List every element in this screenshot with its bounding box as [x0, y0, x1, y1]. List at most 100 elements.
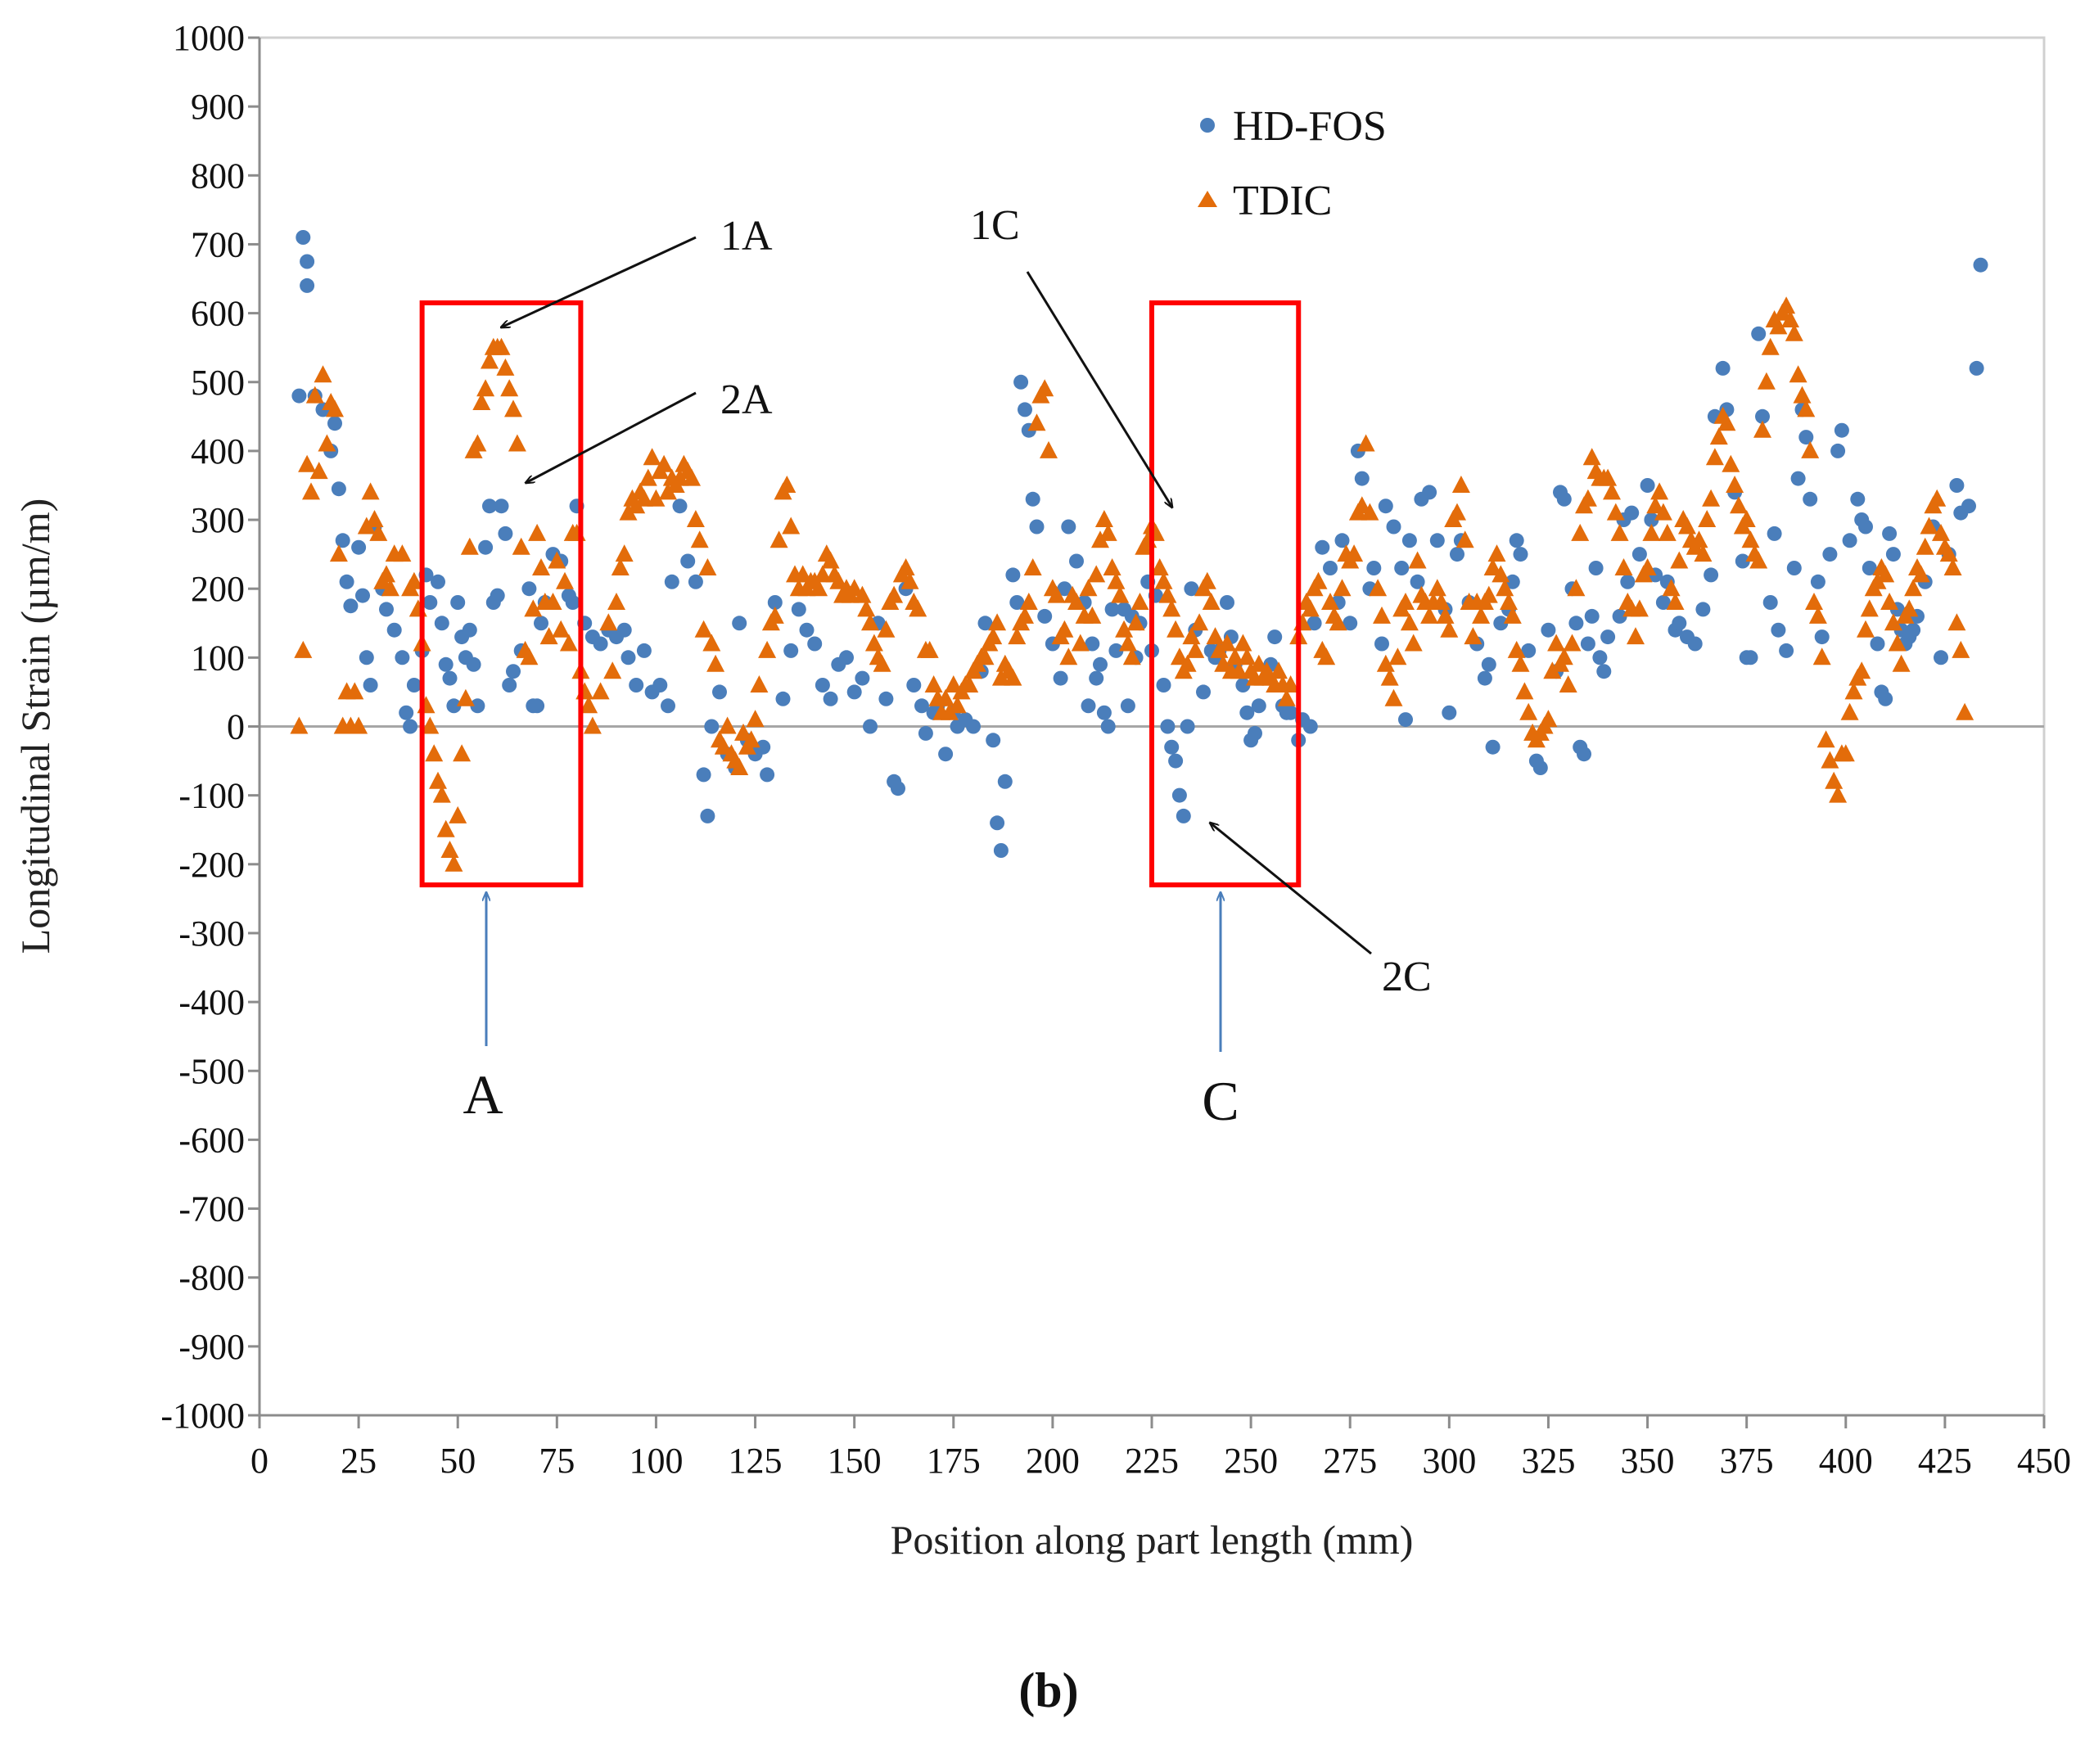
hd-fos-point — [732, 616, 747, 631]
tdic-point — [1436, 606, 1455, 624]
tdic-point — [1658, 523, 1677, 541]
tdic-point — [885, 585, 904, 603]
tdic-point — [1793, 386, 1812, 404]
hd-fos-point — [914, 698, 929, 714]
tdic-point — [1079, 579, 1098, 597]
hd-fos-point — [1108, 643, 1124, 658]
hd-fos-point — [300, 277, 315, 293]
hd-fos-point — [379, 602, 394, 617]
annotation-2c: 2C — [1382, 954, 1432, 1000]
hd-fos-point — [672, 499, 688, 514]
hd-fos-point — [621, 650, 636, 665]
hd-fos-point — [807, 636, 823, 652]
x-tick-label: 250 — [1224, 1441, 1278, 1481]
hd-fos-point — [696, 767, 711, 783]
x-tick-label: 425 — [1918, 1441, 1972, 1481]
tdic-point — [1027, 413, 1046, 431]
tdic-point — [611, 558, 630, 575]
tdic-point — [429, 771, 447, 789]
tdic-point — [1801, 440, 1820, 458]
hd-fos-point — [1315, 539, 1330, 555]
tdic-point — [1511, 654, 1530, 672]
tdic-point — [1270, 661, 1288, 679]
tdic-point — [1777, 296, 1796, 314]
hd-fos-point — [1513, 547, 1528, 562]
hd-fos-point — [450, 595, 466, 610]
hd-fos-point — [1588, 561, 1604, 575]
hd-fos-point — [462, 622, 477, 638]
tdic-point — [1749, 551, 1768, 569]
hd-fos-point — [446, 698, 462, 714]
hd-fos-point — [791, 602, 806, 617]
x-tick-label: 300 — [1422, 1441, 1476, 1481]
tdic-point — [1238, 647, 1257, 665]
tdic-point — [1451, 476, 1470, 493]
hd-fos-point — [1235, 678, 1251, 693]
tdic-point — [1487, 544, 1506, 562]
annotation-c: C — [1202, 1070, 1239, 1132]
tdic-point — [1036, 379, 1054, 397]
tdic-point — [1722, 454, 1740, 472]
hd-fos-point — [403, 719, 418, 734]
tdic-point — [778, 476, 797, 493]
y-tick-label: -400 — [178, 982, 245, 1022]
tdic-point — [936, 688, 955, 706]
tdic-point — [643, 448, 661, 466]
tdic-point — [730, 758, 749, 775]
tdic-point — [1840, 702, 1859, 720]
hd-fos-point — [1398, 712, 1413, 728]
hd-fos-point — [1053, 670, 1068, 686]
tdic-point — [1932, 523, 1950, 541]
tdic-point — [1698, 510, 1717, 527]
tdic-point — [1956, 702, 1974, 720]
hd-fos-point — [1477, 670, 1492, 686]
hd-fos-point — [1306, 616, 1322, 631]
hd-fos-point — [490, 588, 505, 603]
arrow-1c — [1026, 271, 1172, 508]
hd-fos-point — [1343, 616, 1358, 631]
tdic-point — [1805, 593, 1823, 610]
hd-fos-point — [355, 588, 370, 603]
hd-fos-point — [422, 595, 438, 610]
hd-fos-point — [1239, 705, 1255, 720]
hd-fos-point — [863, 719, 878, 734]
tdic-point — [1515, 682, 1534, 700]
tdic-point — [821, 551, 840, 569]
hd-fos-point — [1672, 616, 1687, 631]
x-tick-label: 350 — [1621, 1441, 1675, 1481]
tdic-point — [603, 661, 622, 679]
tdic-point — [1610, 523, 1629, 541]
tdic-point — [314, 365, 332, 383]
tdic-point — [1182, 627, 1201, 645]
hd-fos-point — [1624, 505, 1640, 521]
tdic-point — [769, 530, 788, 548]
hd-fos-point — [434, 616, 449, 631]
tdic-point — [690, 530, 709, 548]
tdic-point — [1397, 593, 1415, 610]
tdic-point — [599, 613, 618, 631]
tdic-point — [877, 620, 896, 638]
tdic-point — [1539, 710, 1558, 728]
tdic-point — [1448, 503, 1466, 521]
tdic-point — [1911, 565, 1930, 583]
tdic-point — [1464, 627, 1482, 645]
hd-fos-point — [1961, 499, 1976, 514]
tdic-point — [1019, 593, 1038, 610]
y-tick-label: 500 — [191, 363, 245, 403]
tdic-point — [1670, 551, 1689, 569]
hd-fos-point — [1612, 608, 1627, 624]
hd-fos-point — [1814, 629, 1830, 645]
tdic-point — [1678, 517, 1696, 535]
tdic-point — [1380, 668, 1399, 686]
arrow-1a — [501, 236, 697, 327]
tdic-point — [1103, 558, 1121, 575]
hd-fos-point — [530, 698, 545, 714]
tdic-point — [1884, 613, 1902, 631]
tdic-point — [1206, 627, 1225, 645]
tdic-point — [1023, 558, 1042, 575]
tdic-point — [1479, 585, 1498, 603]
tdic-point — [1016, 606, 1034, 624]
tdic-point — [1170, 647, 1189, 665]
tdic-point — [734, 723, 752, 741]
hd-fos-point — [1025, 491, 1040, 507]
